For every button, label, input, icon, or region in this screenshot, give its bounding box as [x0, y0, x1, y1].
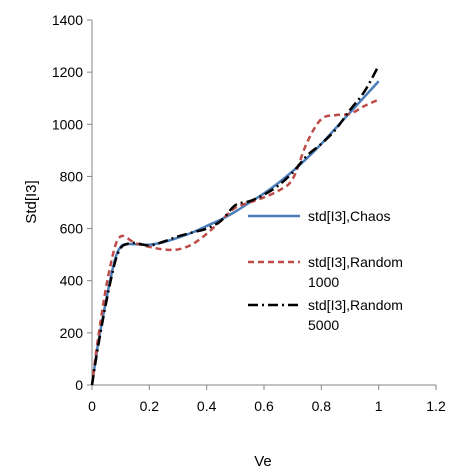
y-tick-label: 400 [60, 273, 84, 289]
series-line-2 [90, 98, 380, 386]
legend-label-3: std[I3],Random 5000 [308, 297, 403, 333]
legend-label-1: std[I3],Chaos [308, 208, 391, 224]
series-lines [90, 65, 380, 386]
y-tick-label: 1400 [52, 12, 83, 28]
y-tick-label: 200 [60, 325, 84, 341]
x-tick-label: 1.2 [426, 398, 446, 414]
y-tick-label: 0 [75, 377, 83, 393]
y-tick-label: 800 [60, 168, 84, 184]
x-tick-label: 1 [375, 398, 383, 414]
x-axis-ticks: 0 0.2 0.4 0.6 0.8 1 1.2 [88, 385, 446, 414]
x-axis-label: Ve [254, 453, 272, 470]
y-axis-label: Std[I3] [23, 180, 40, 223]
y-axis-ticks: 0 200 400 600 800 1000 1200 1400 [52, 12, 92, 393]
x-tick-label: 0.6 [254, 398, 274, 414]
legend-label-2: std[I3],Random 1000 [308, 254, 403, 290]
series-line-1 [90, 80, 380, 386]
y-tick-label: 1200 [52, 64, 83, 80]
series-line-3 [90, 65, 380, 386]
plot-area: 0 200 400 600 800 1000 1200 1400 0 0.2 0.4 0.6 0.8 1… [52, 12, 446, 414]
x-tick-label: 0.4 [197, 398, 217, 414]
x-tick-label: 0.2 [140, 398, 160, 414]
y-tick-label: 1000 [52, 116, 83, 132]
y-tick-label: 600 [60, 221, 84, 237]
x-tick-label: 0.8 [312, 398, 332, 414]
legend: std[I3],Chaos std[I3],Random 1000 std[I3],R… [248, 208, 403, 333]
x-tick-label: 0 [88, 398, 96, 414]
